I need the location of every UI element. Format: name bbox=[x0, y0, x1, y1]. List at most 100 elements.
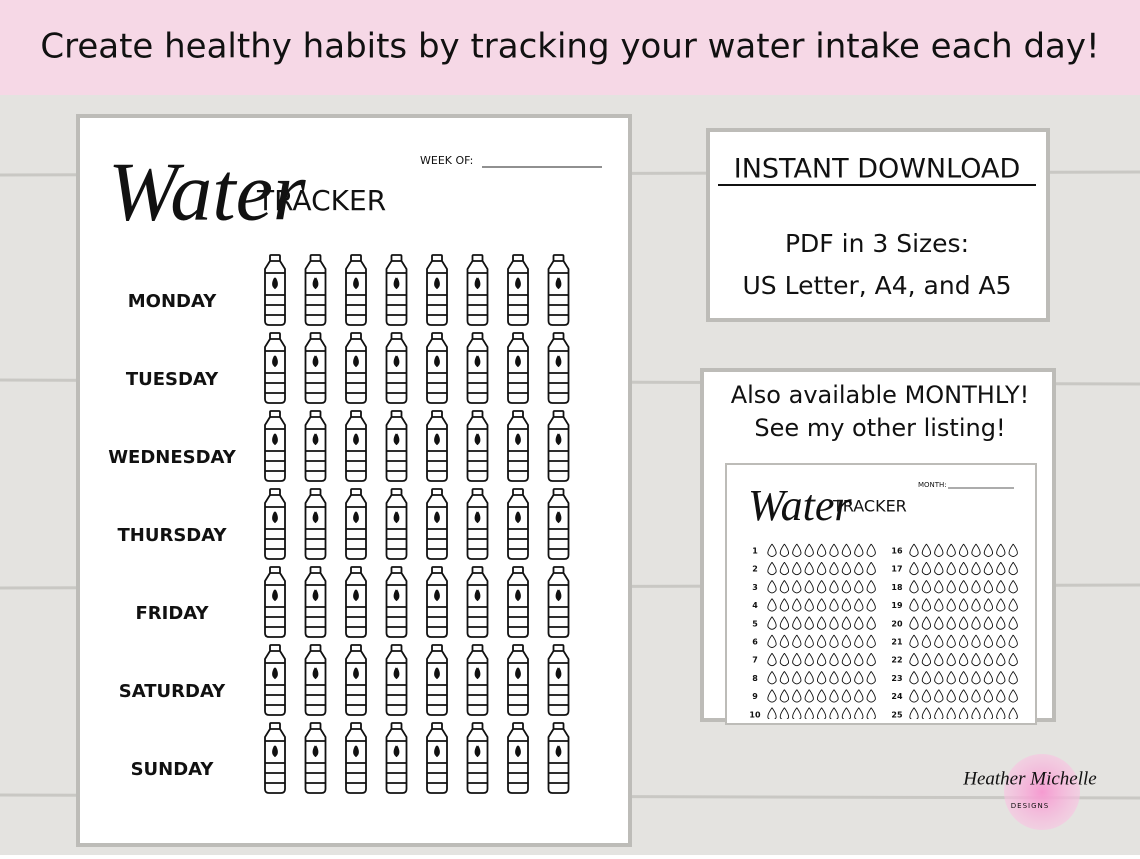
bottle-drop bbox=[434, 589, 440, 602]
bottle-cap bbox=[431, 644, 443, 652]
bottle-drop bbox=[515, 745, 521, 758]
bottle-cap bbox=[471, 488, 484, 496]
bottle bbox=[345, 332, 367, 404]
script-title: Water bbox=[108, 145, 306, 238]
bottle-cap bbox=[350, 566, 362, 574]
mini-drop bbox=[866, 652, 876, 667]
bottle-drop bbox=[312, 433, 319, 446]
mini-drop bbox=[1008, 634, 1018, 648]
mini-drop bbox=[816, 634, 827, 648]
bottle-drop bbox=[393, 277, 400, 290]
bottle bbox=[507, 254, 529, 326]
bottle-body bbox=[507, 728, 529, 794]
mini-drop bbox=[792, 707, 802, 719]
bottle bbox=[547, 566, 570, 638]
bottle-body bbox=[264, 728, 286, 794]
bottle bbox=[264, 566, 286, 638]
bottle bbox=[304, 410, 327, 482]
bottle-body bbox=[304, 494, 327, 560]
mini-drop bbox=[816, 652, 827, 667]
bottle bbox=[264, 488, 286, 560]
day-label: TUESDAY bbox=[126, 369, 219, 390]
bottle bbox=[345, 566, 367, 638]
bottle-drop bbox=[555, 589, 562, 602]
mini-drop bbox=[816, 689, 827, 703]
mini-drop bbox=[921, 634, 932, 648]
bottle-body bbox=[345, 338, 367, 404]
bottle-drop bbox=[434, 277, 440, 290]
month-label: MONTH: bbox=[918, 481, 947, 489]
bottle-drop bbox=[272, 277, 278, 290]
day-label: THURSDAY bbox=[118, 525, 228, 546]
bottle-drop bbox=[474, 745, 481, 758]
mini-drop bbox=[792, 598, 802, 612]
bottle-cap bbox=[390, 644, 403, 652]
bottle-body bbox=[345, 572, 367, 638]
mini-drop bbox=[866, 561, 876, 576]
mini-drop bbox=[804, 652, 814, 667]
bottle-drop bbox=[434, 667, 440, 680]
mini-drop bbox=[1008, 543, 1018, 557]
mini-drop bbox=[971, 671, 981, 685]
mini-drop bbox=[983, 634, 994, 648]
mini-drop bbox=[971, 634, 981, 648]
mini-day-number: 6 bbox=[752, 638, 758, 647]
bottle-body bbox=[507, 260, 529, 326]
mini-drop bbox=[909, 689, 919, 703]
mini-drop bbox=[816, 707, 827, 719]
bottle-drop bbox=[353, 589, 359, 602]
bottle-cap bbox=[431, 488, 443, 496]
mini-drop bbox=[996, 561, 1006, 576]
mini-day-number: 10 bbox=[749, 710, 761, 719]
bottle-cap bbox=[390, 332, 403, 340]
bottle-body bbox=[547, 260, 570, 326]
bottle-drop bbox=[434, 355, 440, 368]
mini-drop bbox=[971, 652, 981, 667]
mini-drop bbox=[909, 707, 919, 719]
download-box bbox=[710, 132, 1046, 318]
mini-day-number: 7 bbox=[752, 656, 758, 665]
mini-drop bbox=[958, 580, 969, 594]
bottle-cap bbox=[309, 332, 322, 340]
bottle bbox=[264, 254, 286, 326]
bottle-drop bbox=[393, 589, 400, 602]
bottle bbox=[426, 644, 448, 716]
mini-drop bbox=[996, 543, 1006, 557]
bottle-cap bbox=[390, 488, 403, 496]
mini-drop bbox=[909, 652, 919, 667]
bottle bbox=[264, 644, 286, 716]
bottle-body bbox=[426, 260, 448, 326]
bottle-cap bbox=[269, 722, 281, 730]
bottle-drop bbox=[515, 277, 521, 290]
mini-script-title: Water bbox=[748, 481, 852, 530]
mini-drop bbox=[792, 616, 802, 630]
bottle-drop bbox=[272, 433, 278, 446]
bottle-cap bbox=[390, 410, 403, 418]
bottle-cap bbox=[552, 332, 565, 340]
bottle bbox=[547, 722, 570, 794]
mini-drop bbox=[829, 689, 839, 703]
bottle-drop bbox=[555, 745, 562, 758]
bottle bbox=[426, 722, 448, 794]
bottle bbox=[466, 644, 489, 716]
bottle-body bbox=[507, 572, 529, 638]
mini-drop bbox=[1008, 689, 1018, 703]
mini-day-number: 25 bbox=[891, 710, 903, 719]
download-line: PDF in 3 Sizes: bbox=[785, 229, 969, 258]
download-heading: INSTANT DOWNLOAD bbox=[734, 154, 1021, 185]
bottle-body bbox=[466, 572, 489, 638]
bottle bbox=[507, 566, 529, 638]
mini-drop bbox=[829, 671, 839, 685]
mini-drop bbox=[804, 598, 814, 612]
mini-drop bbox=[934, 707, 944, 719]
bottle-body bbox=[507, 494, 529, 560]
mini-drop bbox=[779, 580, 790, 594]
bottle bbox=[345, 644, 367, 716]
mini-drop bbox=[921, 671, 932, 685]
mini-drop bbox=[934, 689, 944, 703]
mini-drop bbox=[983, 652, 994, 667]
mini-drop bbox=[996, 598, 1006, 612]
bottle-cap bbox=[512, 332, 524, 340]
bottle-drop bbox=[393, 511, 400, 524]
mini-drop bbox=[792, 671, 802, 685]
